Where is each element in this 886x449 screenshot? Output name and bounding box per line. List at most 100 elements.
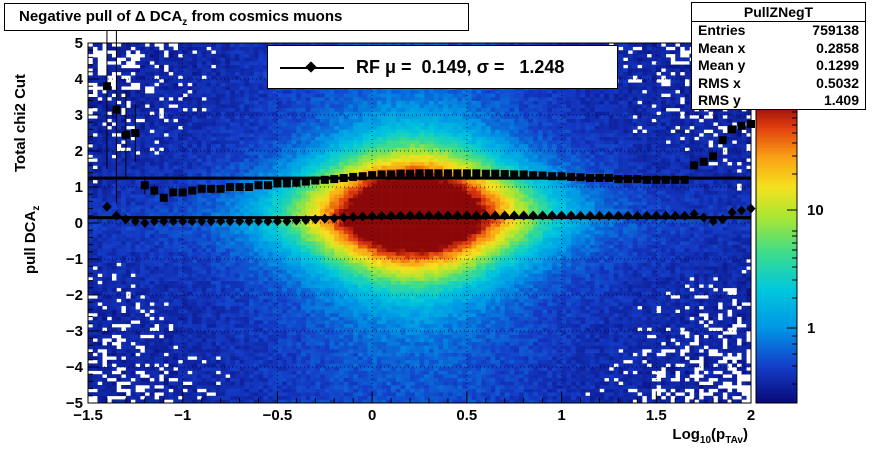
heatmap-cell [106,313,112,317]
heatmap-cell [192,111,198,116]
heatmap-cell [121,273,127,278]
heatmap-cell [267,169,273,173]
heatmap-cell [296,223,302,227]
heatmap-cell [121,244,127,249]
heatmap-cell [225,147,231,152]
heatmap-cell [187,147,193,152]
heatmap-cell [97,334,103,339]
heatmap-cell [296,136,302,141]
heatmap-cell [163,140,169,145]
heatmap-cell [206,43,212,47]
heatmap-cell [301,277,307,281]
heatmap-cell [201,111,207,116]
heatmap-cell [225,399,231,404]
heatmap-cell [244,305,250,310]
heatmap-cell [338,359,345,364]
heatmap-cell [97,93,103,98]
heatmap-cell [310,262,316,267]
heatmap-cell [291,295,297,299]
heatmap-cell [206,50,212,55]
heatmap-cell [121,334,127,339]
heatmap-cell [125,316,131,321]
heatmap-cell [296,169,302,173]
heatmap-cell [106,46,112,51]
heatmap-cell [192,338,198,343]
heatmap-cell [159,151,165,155]
heatmap-cell [125,331,131,335]
heatmap-cell [211,341,217,346]
heatmap-cell [301,334,307,339]
heatmap-cell [277,251,283,256]
heatmap-cell [196,392,202,397]
heatmap-cell [301,230,307,235]
heatmap-cell [230,341,236,346]
heatmap-cell [163,129,169,134]
heatmap-cell [140,125,146,130]
heatmap-cell [244,93,250,98]
heatmap-cell [144,147,150,152]
heatmap-cell [244,82,250,87]
heatmap-cell [253,392,259,397]
heatmap-cell [140,331,146,335]
heatmap-cell [230,388,236,393]
heatmap-cell [258,377,264,382]
heatmap-cell [106,194,112,199]
heatmap-cell [320,212,326,217]
heatmap-cell [106,284,112,289]
heatmap-cell [267,104,273,109]
heatmap-cell [329,338,335,343]
heatmap-cell [168,183,174,188]
heatmap-cell [320,309,326,314]
heatmap-cell [121,151,127,155]
heatmap-cell [305,190,311,195]
heatmap-cell [163,345,169,350]
heatmap-cell [334,197,340,202]
heatmap-cell [211,395,217,400]
heatmap-cell [154,89,160,94]
heatmap-cell [286,241,292,245]
heatmap-cell [215,248,221,253]
heatmap-cell [211,61,217,65]
heatmap-cell [286,244,292,249]
heatmap-cell [305,89,311,94]
heatmap-cell [220,370,226,375]
heatmap-cell [320,280,326,285]
heatmap-cell [144,226,150,231]
heatmap-cell [334,237,340,242]
heatmap-cell [263,122,269,127]
heatmap-cell [140,230,146,235]
heatmap-cell [192,273,198,278]
heatmap-cell [92,205,98,209]
heatmap-cell [263,273,269,278]
heatmap-cell [315,233,321,238]
heatmap-cell [206,93,212,98]
heatmap-cell [301,165,307,170]
heatmap-cell [291,89,297,94]
heatmap-cell [135,399,141,404]
heatmap-cell [249,197,255,202]
heatmap-cell [239,248,245,253]
heatmap-cell [140,237,146,242]
heatmap-cell [329,147,335,152]
heatmap-cell [267,262,273,267]
heatmap-cell [272,367,278,371]
heatmap-cell [192,79,198,83]
heatmap-cell [315,287,321,292]
heatmap-cell [291,151,297,155]
heatmap-cell [272,381,278,386]
heatmap-cell [92,349,98,353]
heatmap-cell [201,280,207,285]
heatmap-cell [177,349,184,353]
heatmap-cell [301,136,307,141]
heatmap-cell [301,205,307,209]
heatmap-cell [130,179,136,184]
heatmap-cell [102,302,108,307]
heatmap-cell [338,374,345,379]
heatmap-cell [315,187,321,191]
heatmap-cell [220,107,226,112]
heatmap-cell [106,248,112,253]
heatmap-cell [253,349,259,353]
heatmap-cell [182,172,188,177]
heatmap-cell [334,183,340,188]
heatmap-cell [125,377,131,382]
